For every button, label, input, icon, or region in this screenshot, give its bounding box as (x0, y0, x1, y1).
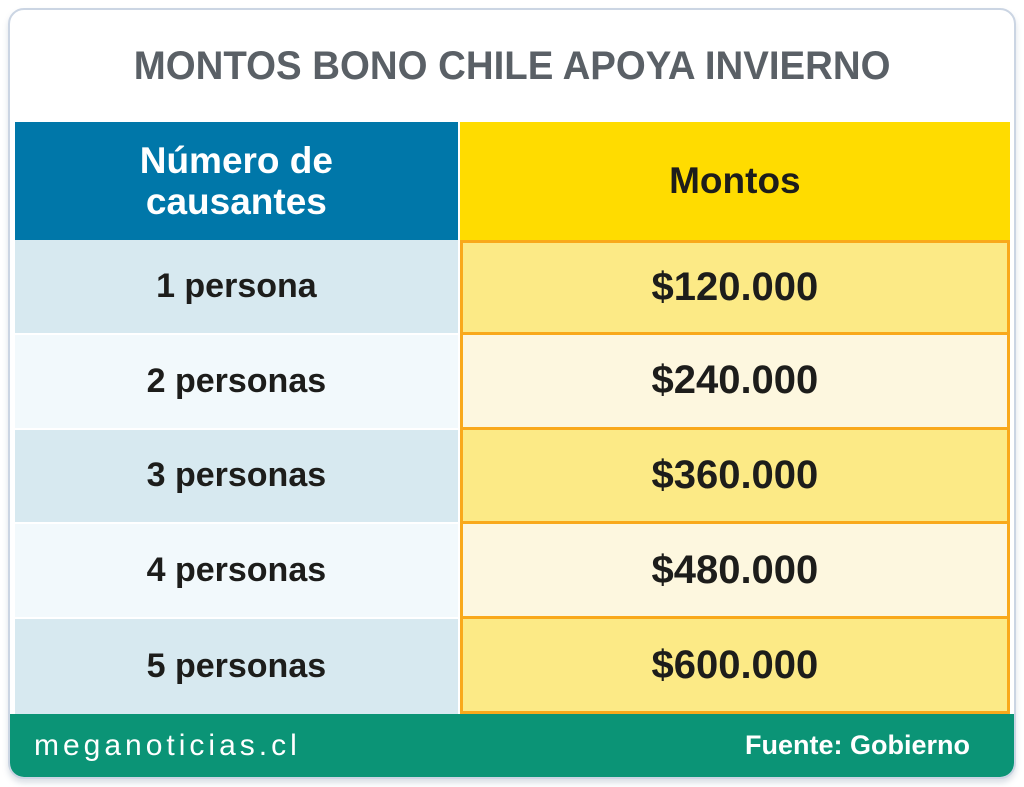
table-row: 3 personas $360.000 (15, 429, 1010, 525)
header-cell-causantes: Número de causantes (15, 122, 460, 240)
page-title: MONTOS BONO CHILE APOYA INVIERNO (133, 43, 891, 88)
title-area: MONTOS BONO CHILE APOYA INVIERNO (10, 10, 1014, 122)
monto-cell: $600.000 (459, 619, 1010, 714)
monto-cell: $360.000 (459, 429, 1010, 525)
causantes-cell: 2 personas (15, 334, 460, 430)
monto-cell: $240.000 (459, 334, 1010, 430)
footer-bar: meganoticias.cl Fuente: Gobierno (10, 714, 1014, 777)
table-header-row: Número de causantes Montos (15, 122, 1010, 240)
table-row: 2 personas $240.000 (15, 334, 1010, 430)
table-row: 4 personas $480.000 (15, 524, 1010, 620)
causantes-cell: 4 personas (15, 524, 460, 620)
table-row: 1 persona $120.000 (15, 240, 1010, 335)
monto-cell: $120.000 (459, 240, 1010, 335)
causantes-cell: 1 persona (15, 240, 460, 335)
infographic-card: MONTOS BONO CHILE APOYA INVIERNO Número … (8, 8, 1016, 779)
site-name: meganoticias.cl (34, 728, 301, 762)
source-credit: Fuente: Gobierno (745, 730, 970, 760)
header-cell-montos: Montos (459, 122, 1010, 240)
table-body: 1 persona $120.000 2 personas $240.000 3… (15, 240, 1010, 714)
causantes-cell: 3 personas (15, 429, 460, 525)
monto-cell: $480.000 (459, 524, 1010, 620)
table-row: 5 personas $600.000 (15, 619, 1010, 714)
amounts-table: Número de causantes Montos 1 persona $12… (15, 122, 1010, 714)
causantes-cell: 5 personas (15, 619, 460, 714)
